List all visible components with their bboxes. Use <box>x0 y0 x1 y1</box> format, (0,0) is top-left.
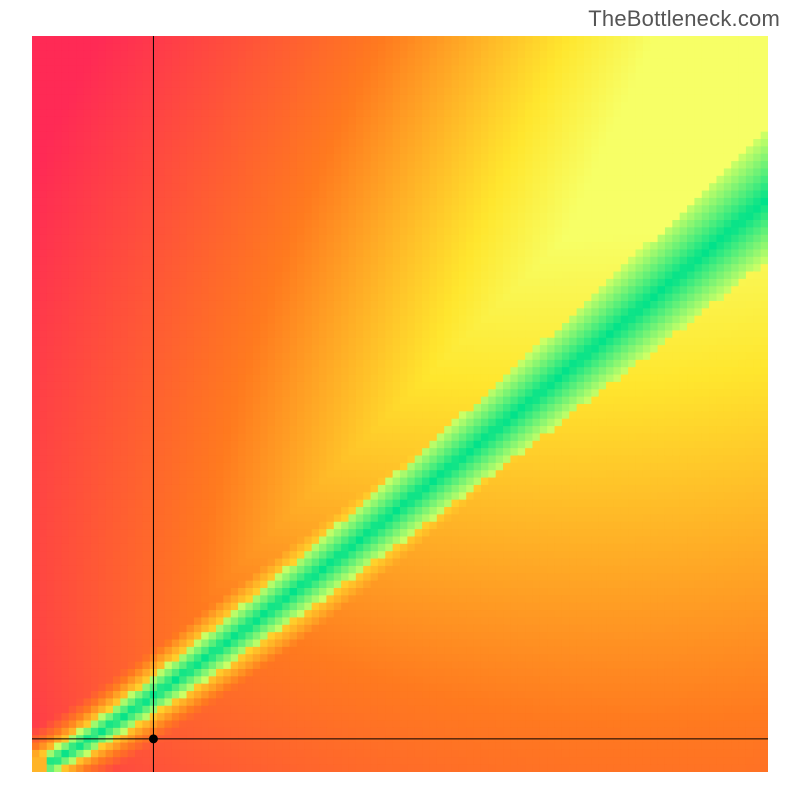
chart-container: TheBottleneck.com <box>0 0 800 800</box>
watermark-text: TheBottleneck.com <box>588 6 780 32</box>
heatmap-plot <box>32 36 768 772</box>
heatmap-canvas <box>32 36 768 772</box>
